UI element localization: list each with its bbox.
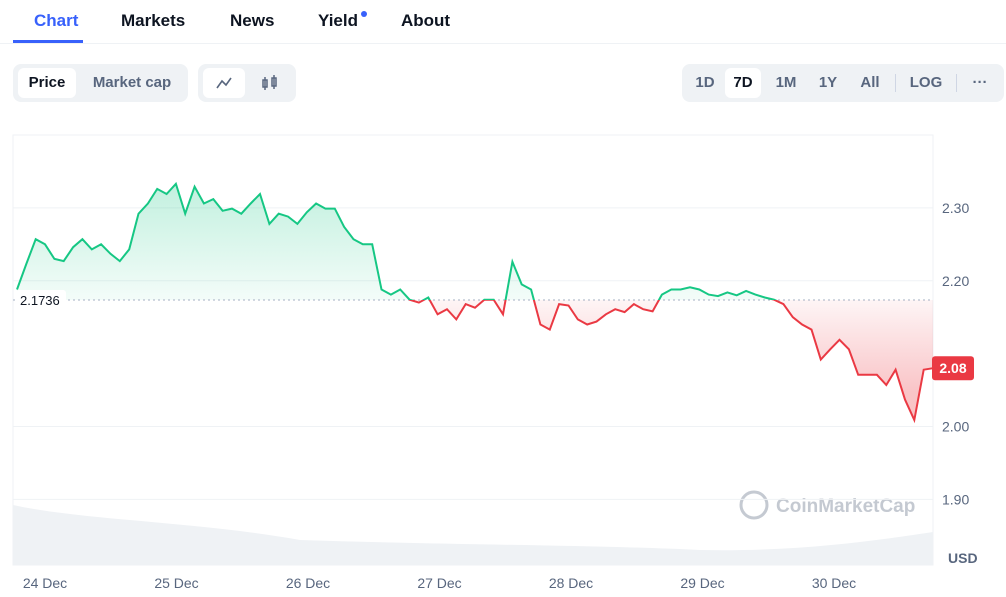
button[interactable]: 7D: [725, 68, 761, 98]
tab[interactable]: Markets: [121, 11, 186, 30]
watermark-text: CoinMarketCap: [776, 496, 915, 517]
line-icon-button[interactable]: [203, 68, 245, 98]
x-tick-label: 25 Dec: [154, 575, 198, 591]
y-unit: USD: [948, 550, 978, 566]
icon: [262, 75, 277, 90]
y-tick-label: 2.20: [942, 273, 969, 289]
y-tick-label: 2.30: [942, 200, 969, 216]
icon: [216, 77, 232, 89]
button[interactable]: Market cap: [92, 74, 172, 91]
price-line: [16, 181, 934, 424]
button[interactable]: 1D: [695, 74, 715, 91]
nav-bar: Chart Markets News Yield About: [0, 0, 1006, 44]
x-tick-label: 26 Dec: [286, 575, 330, 591]
chart-type-toggle: [198, 64, 296, 102]
current-price-badge: [932, 356, 974, 381]
button[interactable]: 1M: [775, 74, 797, 91]
plot-frame: [12, 134, 934, 566]
button[interactable]: All: [860, 74, 880, 91]
watermark: CoinMarketCap: [739, 490, 915, 520]
x-tick-label: 29 Dec: [680, 575, 724, 591]
tab[interactable]: About: [401, 11, 451, 30]
metric-toggle: Price Market cap: [13, 64, 188, 102]
y-tick-label: 2.00: [942, 419, 969, 435]
tab[interactable]: News: [230, 11, 275, 30]
price-area: [17, 183, 933, 420]
button[interactable]: ···: [972, 74, 988, 91]
range-toggle: 1D 7D 1M 1Y All LOG ···: [682, 64, 1004, 102]
tab[interactable]: Chart: [34, 11, 79, 30]
current-price-label: 2.08: [939, 360, 966, 376]
x-tick-label: 28 Dec: [549, 575, 593, 591]
button[interactable]: Price: [18, 68, 76, 98]
candle-icon-button[interactable]: [249, 68, 291, 98]
volume-area: [13, 505, 933, 565]
new-dot: [361, 11, 367, 17]
watermark-logo: [739, 490, 769, 520]
tab[interactable]: Yield: [318, 11, 358, 30]
button[interactable]: LOG: [909, 74, 943, 91]
x-tick-label: 24 Dec: [23, 575, 67, 591]
x-tick-label: 30 Dec: [812, 575, 856, 591]
baseline-badge: [16, 290, 66, 311]
divider: [895, 74, 896, 92]
y-tick-label: 1.90: [942, 491, 969, 507]
tab-underline: [13, 40, 83, 43]
button[interactable]: 1Y: [818, 74, 838, 91]
baseline-label: 2.1736: [20, 293, 60, 308]
divider: [956, 74, 957, 92]
x-tick-label: 27 Dec: [417, 575, 461, 591]
